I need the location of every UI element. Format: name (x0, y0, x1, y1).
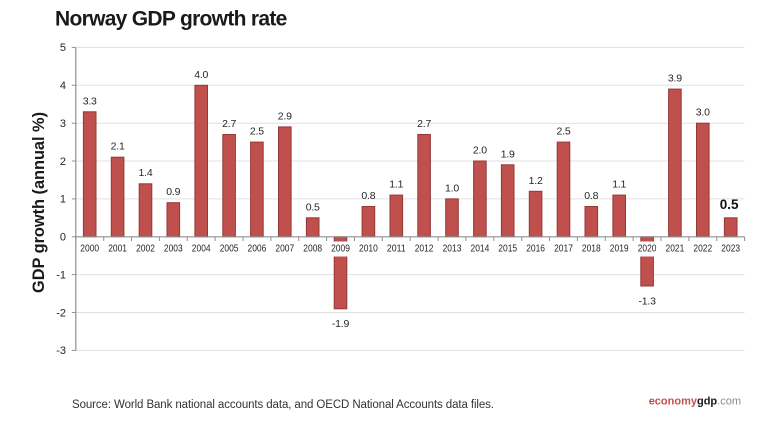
svg-text:-1.3: -1.3 (638, 295, 656, 307)
svg-text:4: 4 (60, 80, 66, 92)
svg-text:economygdp.com: economygdp.com (649, 396, 741, 408)
svg-text:2012: 2012 (415, 243, 434, 255)
svg-text:2005: 2005 (220, 243, 239, 255)
svg-text:2010: 2010 (359, 243, 378, 255)
svg-text:2004: 2004 (192, 243, 211, 255)
svg-text:Source: World Bank national a: Source: World Bank national accounts dat… (72, 399, 494, 411)
svg-text:2.5: 2.5 (250, 126, 264, 138)
svg-text:2020: 2020 (638, 243, 657, 255)
svg-text:2023: 2023 (721, 243, 740, 255)
svg-text:0.8: 0.8 (584, 190, 598, 202)
svg-text:2007: 2007 (275, 243, 294, 255)
svg-text:3.3: 3.3 (83, 95, 97, 107)
svg-text:2016: 2016 (526, 243, 545, 255)
svg-text:2013: 2013 (443, 243, 462, 255)
svg-text:1.0: 1.0 (445, 182, 459, 194)
svg-text:0.5: 0.5 (306, 201, 320, 213)
svg-text:0.5: 0.5 (720, 197, 739, 212)
svg-text:2008: 2008 (303, 243, 322, 255)
svg-text:2021: 2021 (666, 243, 685, 255)
svg-text:0: 0 (60, 232, 66, 244)
svg-text:-1.9: -1.9 (332, 318, 350, 330)
svg-text:2001: 2001 (108, 243, 127, 255)
svg-text:0.8: 0.8 (361, 190, 375, 202)
svg-text:1.9: 1.9 (501, 148, 515, 160)
svg-text:3.9: 3.9 (668, 73, 682, 85)
svg-text:2009: 2009 (331, 243, 350, 255)
svg-text:2014: 2014 (471, 243, 490, 255)
svg-text:1.4: 1.4 (139, 167, 153, 179)
svg-text:2015: 2015 (498, 243, 517, 255)
svg-text:2.9: 2.9 (278, 110, 292, 122)
svg-text:5: 5 (60, 42, 66, 54)
svg-text:2.1: 2.1 (111, 141, 125, 153)
svg-text:1.1: 1.1 (612, 179, 626, 191)
svg-text:2.5: 2.5 (557, 126, 571, 138)
svg-text:2002: 2002 (136, 243, 155, 255)
svg-text:3.0: 3.0 (696, 107, 710, 119)
svg-text:2: 2 (60, 156, 66, 168)
svg-text:2006: 2006 (248, 243, 267, 255)
svg-text:-1: -1 (56, 269, 66, 281)
svg-text:2.0: 2.0 (473, 145, 487, 157)
svg-text:1.1: 1.1 (389, 179, 403, 191)
svg-text:2019: 2019 (610, 243, 629, 255)
svg-text:2.7: 2.7 (417, 118, 431, 130)
svg-text:4.0: 4.0 (194, 69, 208, 81)
svg-text:2018: 2018 (582, 243, 601, 255)
svg-text:0.9: 0.9 (166, 186, 180, 198)
svg-text:3: 3 (60, 118, 66, 130)
svg-text:GDP growth (annual %): GDP growth (annual %) (30, 112, 48, 293)
svg-text:2.7: 2.7 (222, 118, 236, 130)
svg-text:-2: -2 (56, 307, 66, 319)
svg-text:2022: 2022 (693, 243, 712, 255)
svg-text:2017: 2017 (554, 243, 573, 255)
svg-text:1: 1 (60, 194, 66, 206)
svg-text:2011: 2011 (387, 243, 406, 255)
svg-text:2000: 2000 (80, 243, 99, 255)
svg-text:-3: -3 (56, 345, 66, 357)
svg-text:Norway GDP growth rate: Norway GDP growth rate (55, 7, 287, 30)
svg-text:2003: 2003 (164, 243, 183, 255)
svg-text:1.2: 1.2 (529, 175, 543, 187)
